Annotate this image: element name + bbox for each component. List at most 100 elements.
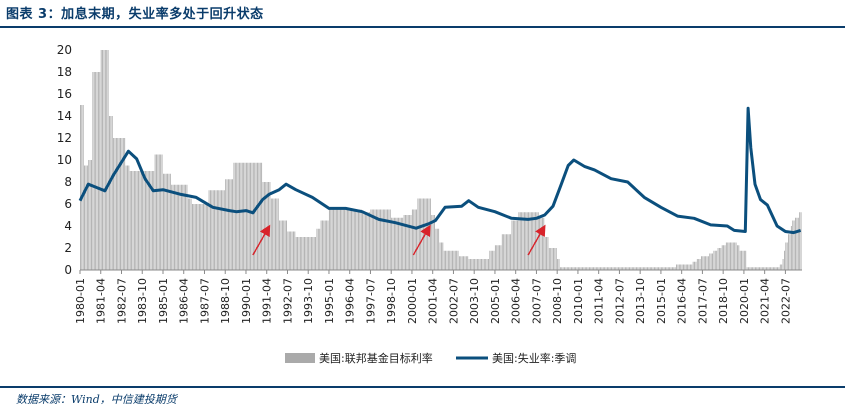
rate-bar <box>681 264 683 270</box>
rate-bar <box>497 245 499 270</box>
rate-bar <box>109 116 110 270</box>
rate-bar <box>551 248 553 270</box>
x-tick-label: 2020-01 <box>738 278 751 324</box>
rate-bar <box>277 198 279 270</box>
x-tick-label: 1990-01 <box>240 278 253 324</box>
red-arrow <box>412 224 431 256</box>
rate-bar <box>320 220 322 270</box>
rate-bar <box>375 209 377 270</box>
y-tick-label: 6 <box>64 197 72 211</box>
rate-bar <box>128 165 130 270</box>
x-tick-label: 2012-07 <box>613 278 626 324</box>
rate-bar <box>575 267 577 270</box>
rate-bar <box>129 171 131 270</box>
rate-bar <box>291 231 293 270</box>
y-tick-label: 12 <box>57 131 72 145</box>
rate-bar <box>233 162 235 270</box>
rate-bar <box>503 234 505 270</box>
rate-bar <box>373 209 375 270</box>
rate-bar <box>784 250 785 270</box>
rate-bar <box>190 198 192 270</box>
rate-bar <box>281 220 283 270</box>
rate-bar <box>293 231 294 270</box>
rate-bar <box>580 267 582 270</box>
rate-bar <box>367 212 369 270</box>
rate-bar <box>280 220 282 270</box>
rate-bar <box>550 248 552 270</box>
x-tick-label: 2002-07 <box>447 278 460 324</box>
x-tick-label: 2006-04 <box>510 278 523 324</box>
rate-bar <box>680 264 682 270</box>
rate-bar <box>496 245 498 270</box>
rate-bar <box>85 165 87 270</box>
rate-bar <box>474 259 476 270</box>
rate-bar <box>211 190 213 270</box>
rate-bar <box>746 267 748 270</box>
rate-bar <box>605 267 607 270</box>
rate-bar <box>532 212 534 270</box>
rate-bar <box>539 217 541 270</box>
rate-bar <box>143 171 145 270</box>
rate-bar <box>519 212 521 270</box>
rate-bar <box>739 250 741 270</box>
rate-bar <box>439 242 441 270</box>
rate-bar <box>125 165 127 270</box>
rate-bar <box>384 209 386 270</box>
rate-bar <box>453 250 455 270</box>
rate-bar <box>89 160 91 270</box>
rate-bar <box>658 267 660 270</box>
rate-bar <box>334 209 336 270</box>
figure-title: 图表 3：加息末期，失业率多处于回升状态 <box>6 7 264 22</box>
rate-bar <box>310 237 312 270</box>
rate-bar <box>564 267 565 270</box>
rate-bar <box>464 256 466 270</box>
rate-bar <box>389 209 391 270</box>
rate-bar <box>641 267 643 270</box>
rate-bar <box>445 250 447 270</box>
rate-bar <box>598 267 600 270</box>
rate-bar <box>162 173 164 270</box>
rate-bar <box>410 215 412 270</box>
rate-bar <box>559 267 561 270</box>
rate-bar <box>701 256 702 270</box>
rate-bar <box>529 212 531 270</box>
rate-bar <box>591 267 593 270</box>
rate-bar <box>323 220 325 270</box>
rate-bar <box>337 209 339 270</box>
rate-bar <box>515 220 517 270</box>
rate-bar <box>279 220 281 270</box>
x-tick-label: 2005-01 <box>489 278 502 324</box>
rate-bar <box>146 171 148 270</box>
rate-bar <box>122 138 124 270</box>
rate-bar <box>587 267 589 270</box>
rate-bar <box>501 234 503 270</box>
rate-bar <box>624 267 626 270</box>
rate-bar <box>677 264 679 270</box>
rate-bar <box>214 190 216 270</box>
rate-bar <box>741 250 742 270</box>
rate-bar <box>475 259 477 270</box>
rate-bar <box>316 228 318 270</box>
rate-bar <box>508 234 510 270</box>
rate-bar <box>565 267 567 270</box>
rate-bar <box>161 154 163 270</box>
rate-bar <box>518 212 520 270</box>
rate-bar <box>223 190 225 270</box>
rate-bar <box>421 198 423 270</box>
rate-bar <box>378 209 380 270</box>
rate-bar <box>745 250 747 270</box>
rate-bar <box>335 209 337 270</box>
rate-bar <box>133 171 135 270</box>
rate-bar <box>479 259 481 270</box>
rate-bar <box>315 237 316 270</box>
rate-bar <box>721 245 723 270</box>
rate-bar <box>82 105 84 270</box>
x-tick-label: 1986-04 <box>178 278 191 324</box>
rate-bar <box>467 256 469 270</box>
rate-bar <box>366 212 368 270</box>
rate-bar <box>692 261 694 270</box>
rate-bar <box>362 212 364 270</box>
rate-bar <box>371 209 373 270</box>
rate-bar <box>356 209 358 270</box>
rate-bar <box>546 237 547 270</box>
